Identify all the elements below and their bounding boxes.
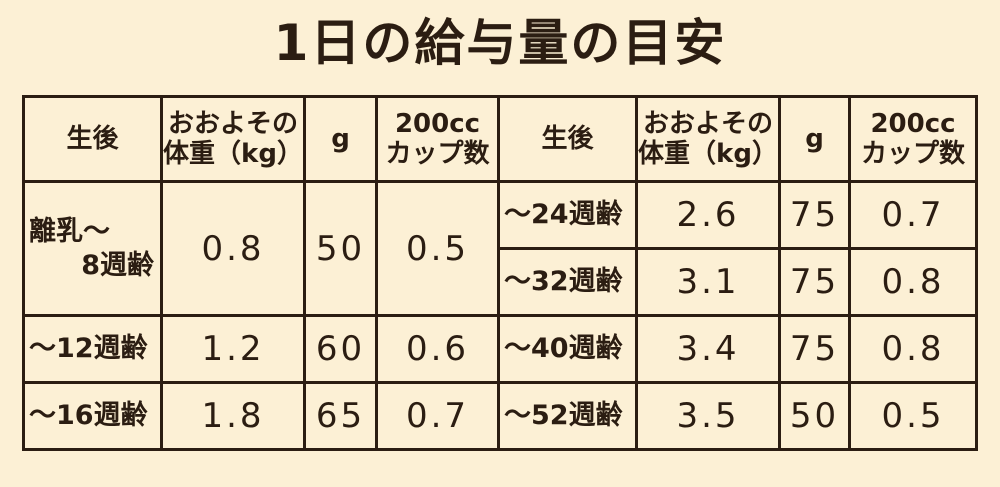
cups-cell: 0.7	[848, 180, 978, 250]
weight-cell: 3.5	[635, 381, 781, 451]
cell-line: 〜40週齢	[504, 333, 623, 364]
weight-cell: 1.8	[160, 381, 306, 451]
cell-line: 体重（kg）	[638, 139, 778, 169]
weight-cell: 3.4	[635, 314, 781, 384]
cell-line: g	[805, 124, 824, 154]
cell-line: 〜52週齢	[504, 400, 623, 431]
age-cell: 〜12週齢	[22, 314, 163, 384]
cups-cell: 0.6	[375, 314, 500, 384]
cell-line: 〜16週齢	[29, 400, 148, 431]
cell-line: 生後	[541, 124, 594, 154]
feeding-table: 生後 おおよその 体重（kg） g 200cc カップ数 生後 おおよその 体重（kg） g 200…	[22, 95, 978, 451]
cups-cell: 0.8	[848, 247, 978, 317]
body-row: 〜12週齢 1.2 60 0.6 〜40週齢 3.4 75 0.8	[22, 314, 978, 384]
header-cell: おおよその 体重（kg）	[160, 95, 306, 183]
g-cell: 75	[778, 247, 851, 317]
cell-line: 200cc	[870, 109, 956, 139]
g-cell: 50	[303, 180, 378, 317]
header-cell: 生後	[22, 95, 163, 183]
g-cell: 50	[778, 381, 851, 451]
cell-line: 〜24週齢	[504, 199, 623, 230]
g-cell: 65	[303, 381, 378, 451]
g-cell: 75	[778, 314, 851, 384]
cell-line: g	[331, 124, 350, 154]
header-cell: 200cc カップ数	[848, 95, 978, 183]
title: 1日の給与量の目安	[273, 14, 727, 72]
cell-line: 生後	[66, 124, 119, 154]
age-cell: 〜24週齢	[497, 180, 638, 250]
age-cell: 離乳〜 8週齢	[22, 180, 163, 317]
body-row: 〜16週齢 1.8 65 0.7 〜52週齢 3.5 50 0.5	[22, 381, 978, 451]
age-cell: 〜32週齢	[497, 247, 638, 317]
cell-line: おおよその	[167, 109, 298, 139]
cups-cell: 0.5	[848, 381, 978, 451]
header-row: 生後 おおよその 体重（kg） g 200cc カップ数 生後 おおよその 体重（kg） g 200…	[22, 95, 978, 183]
cups-cell: 0.5	[375, 180, 500, 317]
weight-cell: 2.6	[635, 180, 781, 250]
body-row: 離乳〜 8週齢 0.8 50 0.5 〜24週齢 2.6 75 0.7	[22, 180, 978, 317]
cell-line: 200cc	[394, 109, 481, 139]
cell-line: 体重（kg）	[163, 139, 303, 169]
cell-line: カップ数	[385, 139, 490, 169]
weight-cell: 0.8	[160, 180, 306, 317]
header-cell: g	[778, 95, 851, 183]
cell-line: 〜32週齢	[504, 266, 623, 297]
cups-cell: 0.8	[848, 314, 978, 384]
cell-line: 〜12週齢	[29, 333, 148, 364]
cell-line: 離乳〜	[29, 215, 110, 247]
cell-line: 8週齢	[81, 249, 154, 281]
age-cell: 〜52週齢	[497, 381, 638, 451]
g-cell: 75	[778, 180, 851, 250]
age-cell: 〜16週齢	[22, 381, 163, 451]
age-cell: 〜40週齢	[497, 314, 638, 384]
body-row: 〜32週齢 3.1 75 0.8	[24, 247, 978, 317]
cell-line: カップ数	[860, 139, 965, 169]
header-cell: 200cc カップ数	[375, 95, 500, 183]
cell-line: おおよその	[642, 109, 773, 139]
weight-cell: 1.2	[160, 314, 306, 384]
header-cell: g	[303, 95, 378, 183]
header-cell: おおよその 体重（kg）	[635, 95, 781, 183]
header-cell: 生後	[497, 95, 638, 183]
weight-cell: 3.1	[635, 247, 781, 317]
cups-cell: 0.7	[375, 381, 500, 451]
g-cell: 60	[303, 314, 378, 384]
